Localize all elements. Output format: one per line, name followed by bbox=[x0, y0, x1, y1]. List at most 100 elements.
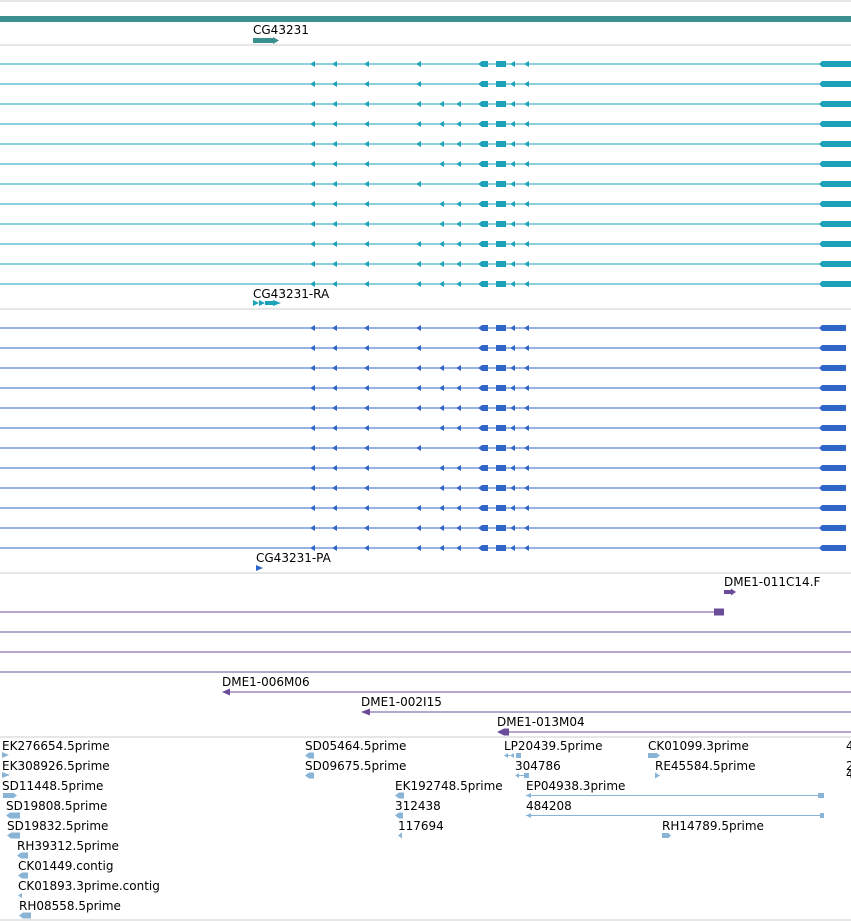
est-feature[interactable] bbox=[655, 772, 660, 779]
exon bbox=[439, 261, 444, 267]
exon bbox=[524, 345, 529, 351]
est-feature[interactable] bbox=[395, 812, 403, 819]
exon bbox=[332, 405, 337, 411]
clone-arrow bbox=[222, 688, 230, 696]
protein-row[interactable] bbox=[0, 445, 846, 451]
protein-row[interactable] bbox=[0, 525, 846, 531]
est-feature[interactable] bbox=[18, 872, 28, 879]
exon-large bbox=[819, 365, 846, 371]
est-feature[interactable] bbox=[17, 852, 28, 859]
exon bbox=[510, 405, 515, 411]
mrna-transcript-row[interactable] bbox=[0, 101, 851, 107]
est-arrow bbox=[668, 832, 671, 839]
exon bbox=[364, 545, 369, 551]
est-feature[interactable] bbox=[305, 772, 314, 779]
exon bbox=[510, 505, 515, 511]
mrna-transcript-row[interactable] bbox=[0, 61, 851, 67]
gene-feature[interactable] bbox=[253, 38, 273, 43]
exon bbox=[524, 525, 529, 531]
clone-feature[interactable] bbox=[724, 590, 731, 594]
exon bbox=[510, 201, 515, 207]
exon bbox=[332, 445, 337, 451]
exon bbox=[478, 161, 488, 167]
exon bbox=[364, 201, 369, 207]
protein-row[interactable] bbox=[0, 365, 846, 371]
mrna-transcript-row[interactable] bbox=[0, 281, 851, 287]
est-feature[interactable] bbox=[6, 812, 20, 819]
exon bbox=[310, 261, 315, 267]
est-label: LP20439.5prime bbox=[504, 739, 603, 753]
mrna-transcript-row[interactable] bbox=[0, 221, 851, 227]
est-feature[interactable] bbox=[510, 753, 514, 758]
mrna-transcript-row[interactable] bbox=[0, 201, 851, 207]
exon bbox=[332, 181, 337, 187]
exon-large bbox=[819, 485, 846, 491]
exon bbox=[524, 181, 529, 187]
est-feature[interactable] bbox=[2, 772, 10, 778]
est-label: CK01099.3prime bbox=[648, 739, 749, 753]
exon bbox=[478, 365, 488, 371]
exon-large bbox=[819, 121, 851, 127]
exon bbox=[439, 525, 444, 531]
exon bbox=[478, 465, 488, 471]
exon bbox=[439, 505, 444, 511]
est-feature[interactable] bbox=[398, 832, 402, 839]
mrna-transcript-row[interactable] bbox=[0, 261, 851, 267]
exon-large bbox=[819, 61, 851, 67]
exon-large bbox=[819, 281, 851, 287]
protein-row[interactable] bbox=[0, 425, 846, 431]
exon bbox=[510, 281, 515, 287]
mrna-transcript-row[interactable] bbox=[0, 81, 851, 87]
protein-row[interactable] bbox=[0, 385, 846, 391]
est-feature[interactable] bbox=[504, 753, 508, 758]
exon-large bbox=[819, 201, 851, 207]
exon bbox=[416, 405, 421, 411]
est-feature[interactable] bbox=[18, 893, 22, 898]
exon bbox=[456, 261, 461, 267]
mrna-transcript-row[interactable] bbox=[0, 241, 851, 247]
est-feature[interactable] bbox=[662, 833, 668, 838]
exon bbox=[439, 221, 444, 227]
protein-row[interactable] bbox=[0, 545, 846, 551]
exon bbox=[456, 405, 461, 411]
est-feature[interactable] bbox=[19, 912, 31, 919]
gene-span-bar[interactable] bbox=[0, 16, 851, 22]
mrna-transcript-row[interactable] bbox=[0, 121, 851, 127]
est-feature[interactable] bbox=[7, 832, 20, 839]
protein-row[interactable] bbox=[0, 345, 846, 351]
exon bbox=[524, 121, 529, 127]
exon bbox=[310, 345, 315, 351]
exon bbox=[439, 121, 444, 127]
est-feature[interactable] bbox=[515, 773, 519, 778]
est-feature[interactable] bbox=[2, 752, 9, 758]
est-feature[interactable] bbox=[395, 792, 404, 799]
exon bbox=[478, 181, 488, 187]
exon bbox=[456, 161, 461, 167]
exon-large bbox=[819, 241, 851, 247]
est-feature[interactable] bbox=[524, 773, 529, 778]
protein-row[interactable] bbox=[0, 505, 846, 511]
protein-row[interactable] bbox=[0, 465, 846, 471]
exon bbox=[310, 425, 315, 431]
protein-row[interactable] bbox=[0, 485, 846, 491]
est-feature[interactable] bbox=[3, 793, 13, 798]
exon bbox=[364, 385, 369, 391]
gene-strand-arrow bbox=[273, 37, 279, 44]
est-feature[interactable] bbox=[305, 752, 314, 759]
exon bbox=[364, 405, 369, 411]
est-feature[interactable] bbox=[648, 753, 656, 758]
protein-row[interactable] bbox=[0, 405, 846, 411]
exon bbox=[439, 545, 444, 551]
est-feature[interactable] bbox=[516, 753, 521, 758]
est-label: 484208 bbox=[526, 799, 572, 813]
clone-end bbox=[714, 608, 724, 616]
protein-row[interactable] bbox=[0, 325, 846, 331]
exon bbox=[332, 121, 337, 127]
mrna-transcript-row[interactable] bbox=[0, 161, 851, 167]
exon bbox=[310, 445, 315, 451]
mrna-transcript-row[interactable] bbox=[0, 181, 851, 187]
exon bbox=[478, 405, 488, 411]
mrna-transcript-row[interactable] bbox=[0, 141, 851, 147]
exon bbox=[364, 425, 369, 431]
